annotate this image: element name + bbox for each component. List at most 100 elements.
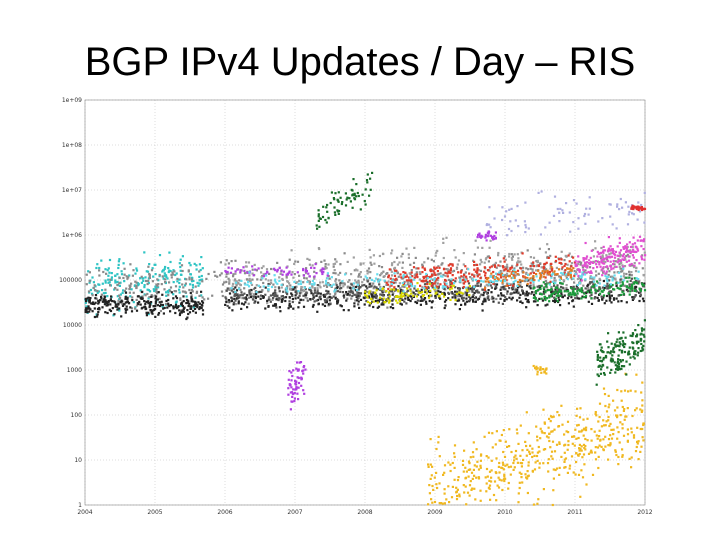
data-point	[529, 265, 532, 268]
data-point	[560, 282, 563, 285]
data-point	[599, 439, 602, 442]
data-point	[558, 211, 561, 214]
data-point	[542, 408, 545, 411]
data-point	[560, 285, 563, 289]
data-point	[542, 448, 545, 451]
data-point	[457, 259, 461, 262]
data-point	[529, 281, 532, 284]
data-point	[421, 299, 424, 302]
data-point	[527, 279, 530, 282]
data-point	[623, 408, 626, 411]
data-point	[320, 270, 323, 274]
data-point	[536, 259, 539, 262]
data-point	[174, 305, 177, 308]
data-point	[286, 280, 289, 283]
data-point	[467, 288, 470, 291]
data-point	[610, 255, 614, 258]
data-point	[101, 282, 104, 285]
data-point	[281, 278, 284, 281]
data-point	[178, 278, 181, 281]
data-point	[597, 220, 600, 223]
data-point	[458, 289, 461, 292]
data-point	[145, 307, 148, 310]
data-point	[337, 191, 340, 194]
data-point	[201, 309, 205, 312]
data-point	[431, 286, 434, 289]
data-point	[563, 294, 566, 297]
data-point	[508, 287, 511, 290]
data-point	[336, 290, 339, 293]
data-point	[603, 249, 607, 252]
data-point	[489, 234, 493, 237]
data-point	[313, 266, 316, 270]
data-point	[427, 463, 430, 466]
data-point	[318, 225, 321, 228]
data-point	[606, 259, 609, 263]
data-point	[620, 360, 623, 363]
data-point	[198, 294, 201, 297]
data-point	[572, 256, 575, 259]
data-point	[231, 282, 235, 285]
data-point	[526, 448, 529, 451]
data-point	[135, 286, 138, 289]
data-point	[639, 450, 642, 453]
data-point	[284, 299, 287, 303]
data-point	[324, 300, 327, 303]
data-point	[503, 479, 506, 483]
data-point	[547, 458, 550, 461]
data-point	[237, 287, 240, 290]
data-point	[423, 298, 426, 301]
data-point	[450, 496, 454, 499]
data-point	[398, 295, 401, 298]
data-point	[570, 277, 573, 281]
data-point	[616, 203, 619, 206]
data-point	[359, 298, 363, 301]
data-point	[410, 271, 413, 274]
data-point	[583, 214, 586, 218]
data-point	[154, 315, 157, 318]
data-point	[518, 278, 521, 282]
data-point	[491, 280, 495, 284]
data-point	[634, 409, 637, 412]
data-point	[413, 273, 416, 276]
data-point	[298, 361, 301, 364]
data-point	[332, 197, 335, 200]
data-point	[98, 308, 101, 311]
data-point	[443, 502, 446, 505]
data-point	[513, 466, 516, 469]
data-point	[148, 296, 151, 299]
data-point	[154, 302, 157, 305]
data-point	[615, 227, 618, 230]
data-point	[336, 298, 339, 301]
data-point	[595, 284, 598, 287]
data-point	[326, 296, 329, 299]
data-point	[170, 273, 173, 276]
data-point	[506, 263, 509, 266]
data-point	[155, 298, 158, 301]
data-point	[456, 494, 459, 498]
data-point	[621, 340, 624, 343]
data-point	[640, 206, 643, 209]
data-point	[140, 275, 143, 278]
data-point	[339, 281, 342, 285]
data-point	[438, 482, 441, 485]
data-point	[201, 301, 205, 304]
data-point	[572, 277, 575, 280]
data-point	[576, 292, 579, 295]
data-point	[328, 299, 331, 302]
data-point	[495, 471, 498, 475]
data-point	[325, 221, 328, 224]
data-point	[150, 269, 154, 272]
data-point	[641, 436, 644, 439]
data-point	[430, 258, 433, 261]
data-point	[443, 278, 447, 282]
data-point	[488, 223, 491, 226]
data-point	[128, 274, 131, 277]
data-point	[116, 295, 119, 298]
data-point	[620, 399, 623, 402]
data-point	[526, 249, 529, 252]
data-point	[420, 279, 423, 283]
data-point	[278, 290, 281, 293]
data-point	[228, 306, 231, 309]
data-point	[635, 340, 638, 343]
